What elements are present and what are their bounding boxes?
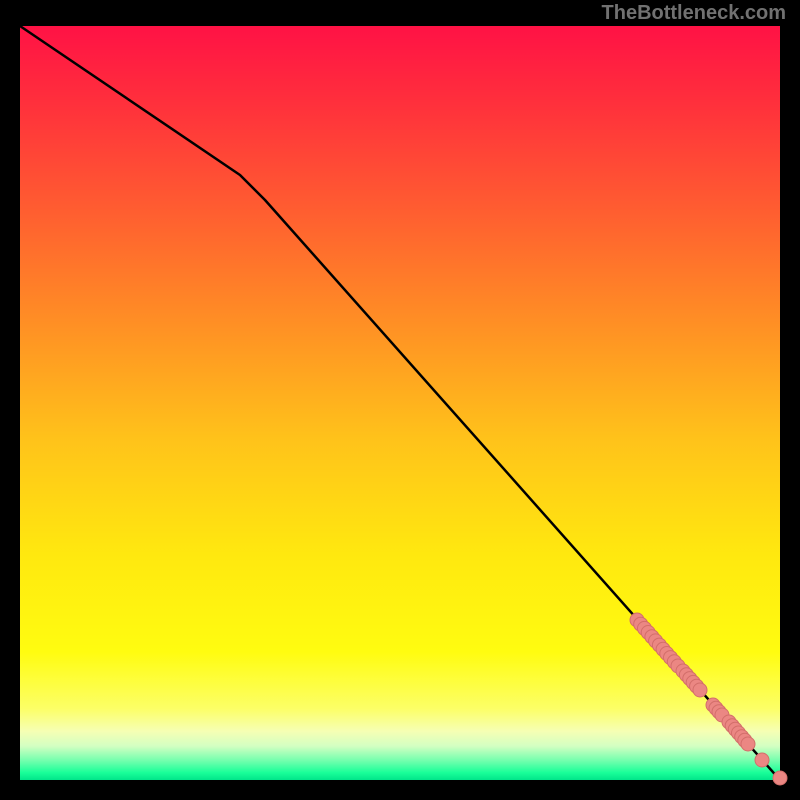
data-marker: [741, 737, 755, 751]
bottleneck-chart: [0, 0, 800, 800]
chart-container: TheBottleneck.com: [0, 0, 800, 800]
data-marker: [693, 683, 707, 697]
data-marker: [773, 771, 787, 785]
data-marker: [755, 753, 769, 767]
attribution-label: TheBottleneck.com: [602, 2, 786, 25]
plot-background: [20, 26, 780, 780]
